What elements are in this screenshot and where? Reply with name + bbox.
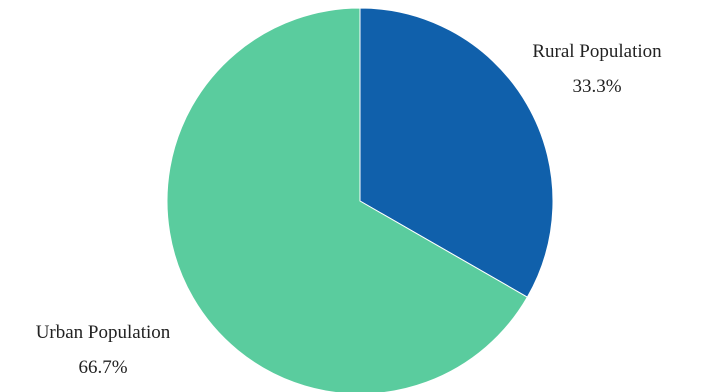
- pie-slice-urban: [166, 7, 529, 392]
- slice-value-label-rural: 33.3%: [572, 76, 621, 97]
- pie-slices: [166, 7, 554, 392]
- slice-value-label-urban: 66.7%: [78, 357, 127, 378]
- slice-label-rural: Rural Population: [532, 41, 662, 62]
- slice-label-urban: Urban Population: [36, 322, 171, 343]
- pie-slice-rural: [359, 7, 554, 298]
